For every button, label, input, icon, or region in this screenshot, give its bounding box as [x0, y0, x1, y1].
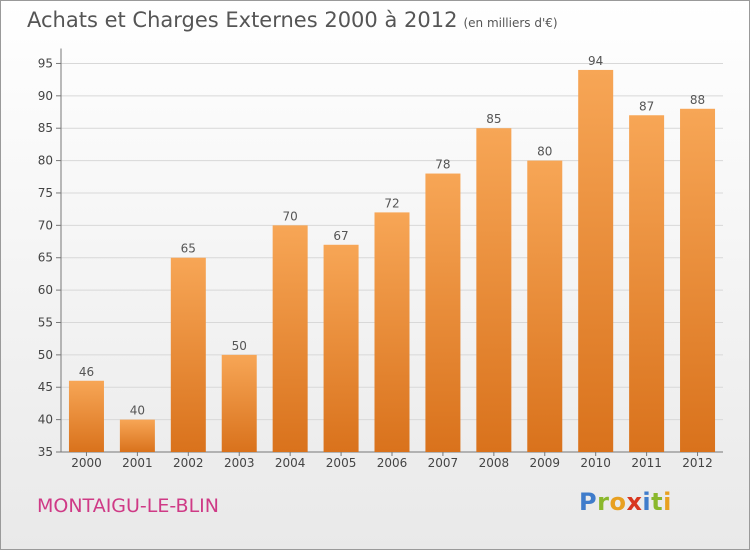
y-tick-label: 85	[38, 121, 53, 135]
title-text: Achats et Charges Externes 2000 à 2012	[27, 8, 458, 32]
chart-title: Achats et Charges Externes 2000 à 2012 (e…	[27, 8, 558, 32]
data-label: 40	[130, 404, 145, 418]
x-tick-label: 2006	[377, 456, 408, 470]
bar	[629, 115, 665, 453]
data-label: 80	[537, 145, 552, 159]
data-label: 67	[333, 229, 348, 243]
data-label: 78	[435, 158, 450, 172]
logo-letter: o	[609, 488, 627, 516]
bar	[272, 225, 308, 452]
proxiti-logo[interactable]: Proxiti	[579, 488, 672, 516]
logo-letter: i	[642, 488, 652, 516]
data-label: 72	[384, 196, 399, 210]
x-tick-label: 2012	[682, 456, 713, 470]
bar	[374, 212, 410, 452]
bar	[170, 257, 206, 452]
y-tick-label: 65	[38, 251, 53, 265]
y-tick-label: 60	[38, 283, 53, 297]
data-label: 50	[232, 339, 247, 353]
logo-letter: r	[597, 488, 610, 516]
data-label: 70	[283, 209, 298, 223]
x-tick-label: 2008	[479, 456, 510, 470]
bar	[680, 108, 716, 452]
logo-letter: x	[626, 488, 643, 516]
y-tick-label: 75	[38, 186, 53, 200]
y-tick-label: 90	[38, 89, 53, 103]
y-tick-label: 40	[38, 413, 53, 427]
subtitle-text: (en milliers d'€)	[463, 16, 558, 30]
bar	[221, 354, 257, 452]
x-tick-label: 2007	[428, 456, 459, 470]
data-label: 85	[486, 112, 501, 126]
logo-letter: i	[663, 488, 672, 516]
x-tick-label: 2002	[173, 456, 204, 470]
data-label: 88	[690, 93, 705, 107]
bar	[578, 69, 614, 452]
data-label: 46	[79, 365, 94, 379]
y-tick-label: 70	[38, 218, 53, 232]
bar	[527, 160, 563, 452]
x-tick-label: 2010	[580, 456, 611, 470]
y-tick-label: 35	[38, 445, 53, 459]
bar	[68, 380, 104, 452]
x-tick-label: 2011	[631, 456, 662, 470]
bar	[323, 244, 359, 452]
x-tick-label: 2003	[224, 456, 255, 470]
y-tick-label: 95	[38, 56, 53, 70]
y-tick-label: 55	[38, 315, 53, 329]
y-tick-label: 45	[38, 380, 53, 394]
data-label: 65	[181, 242, 196, 256]
commune-name: MONTAIGU-LE-BLIN	[37, 495, 219, 517]
bar	[476, 128, 512, 452]
y-tick-label: 80	[38, 154, 53, 168]
x-tick-label: 2009	[529, 456, 560, 470]
x-tick-label: 2005	[326, 456, 357, 470]
y-tick-label: 50	[38, 348, 53, 362]
x-tick-label: 2001	[122, 456, 153, 470]
logo-letter: t	[651, 488, 664, 516]
logo-letter: P	[579, 488, 598, 516]
x-tick-label: 2004	[275, 456, 306, 470]
bar	[425, 173, 461, 452]
data-label: 87	[639, 99, 654, 113]
x-tick-label: 2000	[71, 456, 102, 470]
bar	[119, 419, 155, 452]
data-label: 94	[588, 54, 603, 68]
